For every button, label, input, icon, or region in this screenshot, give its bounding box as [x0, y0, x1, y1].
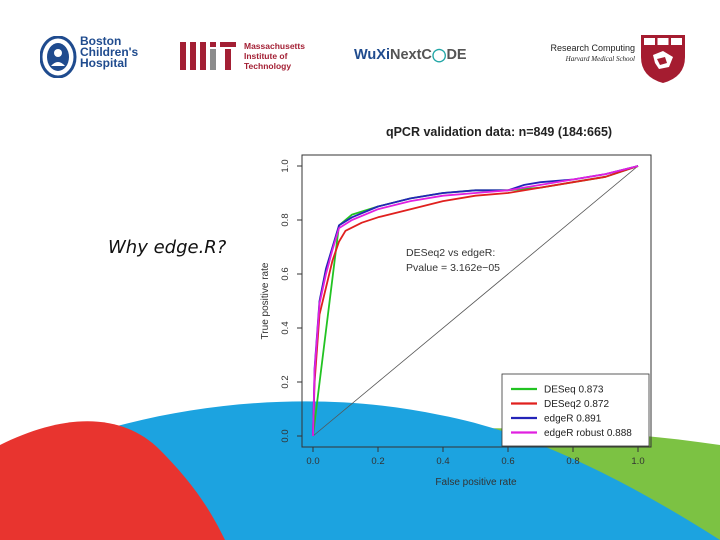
roc-line-edger — [312, 165, 639, 437]
y-tick-label: 0.0 — [280, 429, 291, 442]
x-tick-label: 0.0 — [306, 456, 319, 467]
harvard-medical-school-subtitle: Harvard Medical School — [565, 55, 635, 63]
x-tick-label: 1.0 — [631, 456, 644, 467]
legend-label: DESeq2 0.872 — [544, 399, 609, 410]
legend-auc-value: 0.873 — [578, 385, 603, 396]
plot-frame — [301, 154, 652, 448]
red-swoosh — [0, 421, 225, 540]
chart-title: qPCR validation data: n=849 (184:665) — [386, 125, 612, 139]
legend-series-name: DESeq2 — [544, 399, 582, 410]
mit-mark-icon — [180, 42, 236, 70]
legend-series-name: edgeR — [544, 414, 573, 425]
boston-logo-line-3: Hospital — [80, 56, 128, 70]
wuxi-logo-part-2: NextC — [389, 47, 432, 63]
axes-layer: 0.0 0.2 0.4 0.6 0.8 1.0 0.0 0.2 0.4 0.6 0.8 1.0 — [280, 159, 645, 467]
x-tick-label: 0.4 — [436, 456, 449, 467]
series-layer — [312, 165, 639, 437]
pvalue-annotation-line-1: DESeq2 vs edgeR: — [406, 247, 495, 259]
legend-label: DESeq 0.873 — [544, 385, 604, 396]
x-tick-label: 0.6 — [501, 456, 514, 467]
legend-series-name: DESeq — [544, 385, 576, 396]
x-axis-label: False positive rate — [435, 477, 517, 488]
mit-logo-line-3: Technology — [244, 61, 292, 71]
wuxi-nextcode-logo: WuXiNextC◯DE — [354, 47, 467, 63]
mit-logo: Massachusetts Institute of Technology — [180, 40, 320, 74]
wuxi-logo-part-3: DE — [446, 47, 467, 63]
legend-auc-value: 0.891 — [576, 414, 601, 425]
legend-auc-value: 0.872 — [584, 399, 609, 410]
x-tick-label: 0.2 — [371, 456, 384, 467]
roc-chart: qPCR validation data: n=849 (184:665) 0.… — [260, 125, 652, 488]
slide-title: Why edge.R? — [108, 237, 227, 258]
harvard-shield-icon — [641, 35, 685, 83]
research-computing-title: Research Computing — [550, 43, 635, 53]
legend-label: edgeR robust 0.888 — [544, 428, 632, 439]
pvalue-annotation-line-2: Pvalue = 3.162e−05 — [406, 262, 500, 274]
y-tick-label: 0.8 — [280, 213, 291, 226]
legend-label: edgeR 0.891 — [544, 414, 602, 425]
y-tick-label: 1.0 — [280, 159, 291, 172]
wuxi-logo-part-1: WuXi — [354, 47, 390, 63]
y-tick-label: 0.6 — [280, 267, 291, 280]
roc-line-edger-robust — [312, 165, 639, 437]
y-tick-label: 0.4 — [280, 321, 291, 334]
boston-logo-line-2: Children's — [80, 45, 139, 59]
boston-childrens-logo: Boston Children's Hospital — [40, 34, 150, 78]
legend-series-name: edgeR robust — [544, 428, 604, 439]
boston-childrens-emblem-icon — [40, 36, 77, 78]
y-tick-label: 0.2 — [280, 375, 291, 388]
legend-auc-value: 0.888 — [607, 428, 632, 439]
boston-logo-line-1: Boston — [80, 34, 122, 48]
y-axis-label: True positive rate — [260, 262, 271, 339]
mit-logo-line-2: Institute of — [244, 51, 288, 61]
chance-diagonal — [312, 165, 639, 437]
mit-logo-line-1: Massachusetts — [244, 41, 305, 51]
legend-box — [501, 373, 650, 447]
wuxi-o-ring-icon: ◯ — [431, 47, 447, 62]
roc-line-deseq2 — [312, 165, 639, 437]
x-tick-label: 0.8 — [566, 456, 579, 467]
